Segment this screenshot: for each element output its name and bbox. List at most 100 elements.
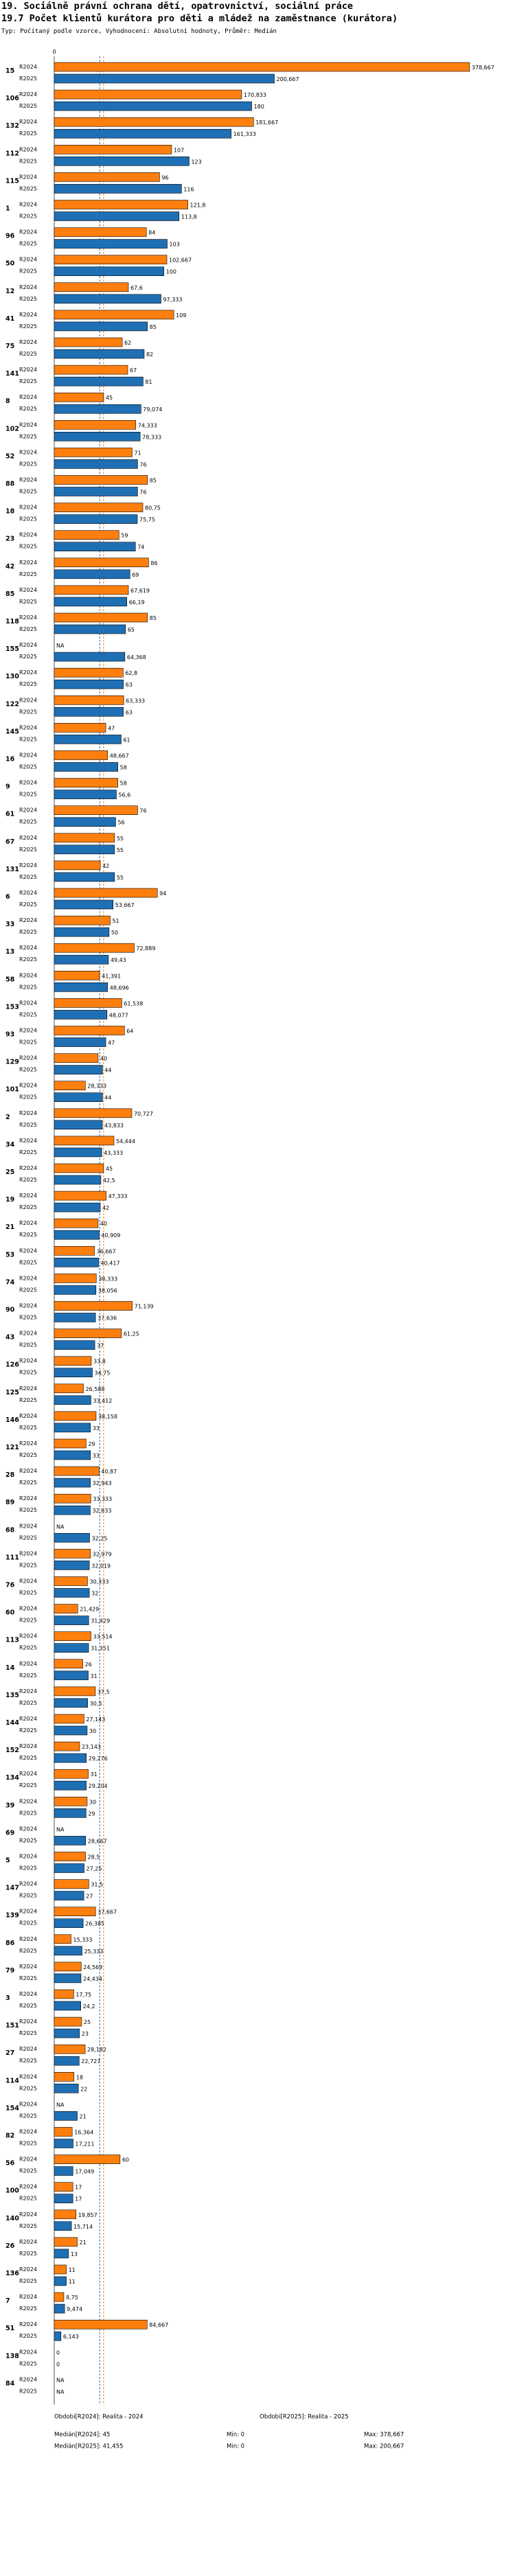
bar-2024 — [54, 310, 174, 320]
series-label-2024: R2024 — [19, 1771, 37, 1777]
bar-2025 — [54, 597, 128, 607]
value-label-2024: 62,8 — [125, 670, 137, 676]
category-label: 101 — [5, 1086, 19, 1094]
value-label-2025: 17,211 — [75, 2141, 94, 2148]
value-label-2024: 21 — [80, 2240, 87, 2246]
bar-2024 — [54, 1576, 88, 1586]
value-label-2025: 29,276 — [89, 1756, 108, 1762]
series-label-2024: R2024 — [19, 449, 37, 455]
bar-2024 — [54, 557, 149, 568]
series-label-2025: R2025 — [19, 1067, 37, 1073]
series-label-2025: R2025 — [19, 1397, 37, 1403]
bar-2024 — [54, 2182, 73, 2192]
series-label-2025: R2025 — [19, 1562, 37, 1568]
value-label-2025: 53,667 — [115, 902, 135, 908]
bar-2025 — [54, 2056, 80, 2066]
series-label-2025: R2025 — [19, 214, 37, 220]
bar-2025 — [54, 487, 138, 496]
series-label-2024: R2024 — [19, 945, 37, 951]
series-label-2025: R2025 — [19, 2141, 37, 2147]
value-label-2025: 32 — [91, 1591, 98, 1597]
series-label-2025: R2025 — [19, 2388, 37, 2394]
category-label: 86 — [5, 1940, 15, 1947]
value-label-2025: 21 — [80, 2113, 87, 2119]
category-label: 51 — [5, 2325, 14, 2332]
bar-2025 — [54, 1423, 91, 1433]
series-label-2025: R2025 — [19, 2305, 37, 2312]
bar-2025 — [54, 1120, 103, 1130]
series-label-2024: R2024 — [19, 2349, 37, 2355]
value-label-2024: 33,514 — [93, 1634, 113, 1640]
value-label-2024: 47,333 — [108, 1193, 128, 1199]
category-label: 100 — [5, 2187, 19, 2195]
series-label-2025: R2025 — [19, 2333, 37, 2339]
value-label-2024: 63,333 — [126, 698, 145, 704]
bar-2024 — [54, 1852, 86, 1861]
value-label-2024: 38,333 — [98, 1276, 117, 1282]
category-label: 56 — [5, 2160, 15, 2167]
value-label-2025: 26,385 — [85, 1921, 104, 1927]
series-label-2025: R2025 — [19, 489, 37, 495]
value-label-2024: 378,667 — [472, 65, 494, 71]
series-label-2024: R2024 — [19, 1110, 37, 1116]
value-label-2024: 170,833 — [244, 92, 266, 98]
bar-2025 — [54, 1808, 87, 1818]
value-label-2024: 58 — [120, 781, 127, 787]
value-label-2025: 11 — [69, 2279, 76, 2285]
bar-2024 — [54, 2264, 67, 2275]
series-label-2025: R2025 — [19, 874, 37, 880]
chart-title: 19.7 Počet klientů kurátora pro děti a m… — [1, 13, 398, 24]
value-label-2024: 62 — [124, 340, 131, 346]
bar-2024 — [54, 667, 124, 678]
bar-2024 — [54, 1274, 97, 1283]
value-label-2025: 31 — [91, 1673, 98, 1679]
bar-2024 — [54, 89, 242, 100]
value-label-2025: 31,351 — [91, 1646, 110, 1652]
series-label-2024: R2024 — [19, 1247, 37, 1254]
category-label: 61 — [5, 811, 14, 818]
series-label-2025: R2025 — [19, 1865, 37, 1872]
footer-max-2025: Max: 200,667 — [364, 2443, 404, 2450]
value-label-2025: 116 — [183, 186, 194, 192]
value-label-2025: 200,667 — [277, 76, 299, 82]
series-label-2025: R2025 — [19, 571, 37, 577]
series-label-2024: R2024 — [19, 1798, 37, 1804]
value-label-2025: 61 — [123, 737, 130, 743]
bar-2025 — [54, 2028, 80, 2038]
series-label-2025: R2025 — [19, 130, 37, 137]
value-label-2025: 79,074 — [143, 406, 162, 413]
value-label-2024: 45 — [106, 1166, 113, 1172]
bar-2025 — [54, 2139, 73, 2148]
series-label-2024: R2024 — [19, 1193, 37, 1199]
bar-2024 — [54, 915, 111, 925]
series-label-2025: R2025 — [19, 819, 37, 825]
value-label-2025: 78,333 — [142, 434, 161, 440]
value-label-2024: 24,569 — [83, 1964, 102, 1970]
category-label: 2 — [5, 1114, 10, 1121]
series-label-2025: R2025 — [19, 626, 37, 632]
bar-2025 — [54, 844, 115, 855]
category-label: 118 — [5, 618, 19, 625]
series-label-2025: R2025 — [19, 378, 37, 384]
value-label-2024: NA — [56, 1826, 65, 1832]
value-label-2024: 94 — [159, 890, 166, 897]
value-label-2024: 40 — [100, 1056, 107, 1062]
series-label-2025: R2025 — [19, 1204, 37, 1210]
value-label-2025: 55 — [117, 875, 124, 881]
bar-2025 — [54, 872, 115, 882]
bar-2025 — [54, 321, 148, 332]
bar-2024 — [54, 2127, 73, 2137]
value-label-2024: 29 — [88, 1441, 95, 1447]
bar-2024 — [54, 723, 106, 733]
series-label-2024: R2024 — [19, 1578, 37, 1585]
bar-2025 — [54, 735, 122, 744]
series-label-2024: R2024 — [19, 2046, 37, 2052]
value-label-2025: 123 — [191, 159, 201, 165]
series-label-2024: R2024 — [19, 560, 37, 566]
bar-2024 — [54, 1714, 84, 1724]
series-label-2024: R2024 — [19, 1303, 37, 1309]
category-label: 60 — [5, 1609, 15, 1617]
bar-2024 — [54, 1493, 91, 1504]
category-label: 14 — [5, 1664, 15, 1672]
series-label-2025: R2025 — [19, 956, 37, 963]
